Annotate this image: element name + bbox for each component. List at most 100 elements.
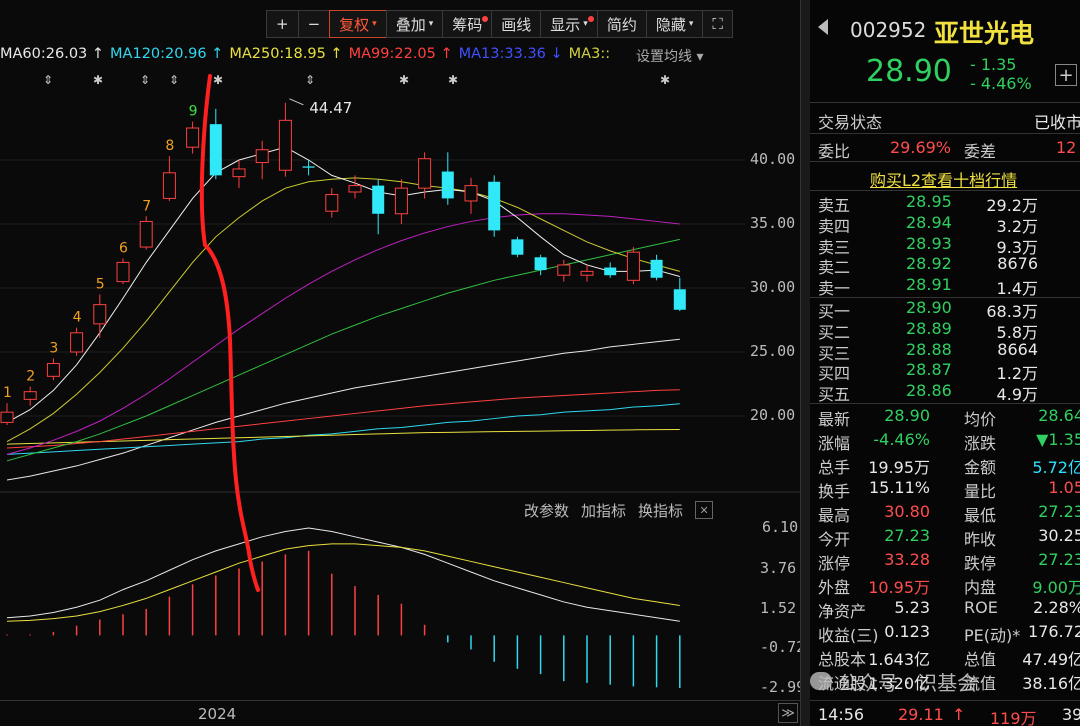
stat-l1: 总手: [818, 458, 851, 477]
add-watchlist-button[interactable]: +: [1055, 64, 1077, 86]
event-marker-icon: ✱: [660, 73, 670, 87]
wei-cha-label: 委差: [964, 142, 997, 161]
price-tick-label: 35.00: [750, 214, 796, 232]
bid-row[interactable]: 买三 28.88 8664: [810, 340, 1080, 363]
ask-row[interactable]: 卖五 28.95 29.2万: [810, 192, 1080, 215]
kline-chart-area[interactable]: + − 复权 ▾ 叠加 ▾ 筹码 画线 显示 ▾ 简约 隐藏 ▾ ⛶ MA60:26.03 ↑ MA120:…: [0, 0, 800, 726]
toolbar-button-5[interactable]: 画线: [491, 10, 542, 38]
candle-body: [139, 220, 153, 248]
ask-row[interactable]: 卖一 28.91 1.4万: [810, 275, 1080, 298]
book-label: 卖四: [818, 216, 851, 236]
wei-cha-value: 12: [1056, 138, 1077, 157]
candle-body: [418, 158, 432, 189]
candle-body: [255, 149, 269, 164]
stat-v2: 38.16亿: [1022, 674, 1080, 693]
ma-line: [6, 238, 680, 462]
book-label: 买五: [818, 385, 851, 405]
tick-row: 14:56 29.11 ↑ 119万 39: [810, 705, 1080, 726]
book-vol: 9.3万: [996, 237, 1038, 257]
panel-divider[interactable]: [800, 0, 810, 726]
notify-dot-icon: [587, 16, 594, 22]
candle-body: [302, 166, 315, 168]
add-indicator-button[interactable]: 加指标: [581, 502, 627, 520]
tick-extra: 39: [1062, 705, 1080, 724]
hand-drawn-annotation: [199, 74, 260, 592]
bid-row[interactable]: 买一 28.90 68.3万: [810, 298, 1080, 321]
close-indicator-icon[interactable]: ✕: [695, 501, 714, 519]
stat-row: 涨停 33.28 跌停 27.23: [810, 550, 1080, 573]
ma-line: [6, 177, 680, 443]
stat-v1: 19.95万: [868, 458, 930, 477]
stat-v1: 1.643亿: [868, 650, 930, 669]
candle-body: [488, 181, 501, 231]
candle-body: [604, 267, 617, 276]
switch-indicator-button[interactable]: 换指标: [638, 502, 684, 520]
book-label: 买二: [818, 322, 851, 342]
price-tick-label: 40.00: [750, 150, 796, 168]
toolbar-button-6[interactable]: 显示 ▾: [540, 10, 598, 38]
toolbar-button-label: 简约: [606, 15, 637, 34]
toolbar-button-0[interactable]: +: [266, 10, 299, 38]
stat-l2: PE(动)*: [964, 626, 1021, 645]
toolbar-button-4[interactable]: 筹码: [442, 10, 493, 38]
ask-row[interactable]: 卖三 28.93 9.3万: [810, 233, 1080, 257]
bid-row[interactable]: 买五 28.86 4.9万: [810, 381, 1080, 405]
candle-body: [441, 171, 454, 199]
toolbar-button-label: 隐藏: [655, 15, 686, 34]
book-price: 28.91: [906, 275, 952, 295]
book-price: 28.93: [906, 233, 952, 253]
bid-row[interactable]: 买二 28.89 5.8万: [810, 319, 1080, 342]
book-vol: 4.9万: [996, 385, 1038, 405]
book-vol: 1.2万: [996, 364, 1038, 384]
quote-panel: 002952 亚世光电 28.90 - 1.35 - 4.46% + 交易状态 …: [810, 0, 1080, 726]
prev-stock-icon[interactable]: [818, 19, 828, 35]
ask-row[interactable]: 卖四 28.94 3.2万: [810, 213, 1080, 236]
stat-row: 涨幅 -4.46% 涨跌 ▼1.35: [810, 430, 1080, 453]
sequence-count-label: 6: [119, 241, 128, 257]
book-vol: 29.2万: [986, 196, 1038, 215]
candle-body: [93, 304, 107, 325]
sequence-count-label: 9: [189, 104, 198, 120]
toolbar-button-label: ⛶: [712, 15, 723, 33]
toolbar-button-8[interactable]: 隐藏 ▾: [645, 10, 704, 38]
candle-body: [70, 332, 84, 353]
ma-line: [6, 428, 680, 445]
stat-l1: 换手: [818, 482, 851, 501]
trade-status-value: 已收市: [1034, 113, 1080, 132]
stat-v1: 33.28: [884, 550, 930, 569]
scroll-right-icon[interactable]: ≫: [778, 703, 798, 723]
candle-body: [278, 119, 292, 171]
wei-bi-label: 委比: [818, 142, 851, 161]
book-label: 卖五: [818, 196, 851, 215]
ma-legend-item: MA99:22.05 ↑: [348, 46, 453, 62]
toolbar-button-7[interactable]: 简约: [596, 10, 647, 38]
stat-l1: 涨幅: [818, 434, 851, 453]
book-label: 买三: [818, 343, 851, 363]
candle-body: [209, 124, 222, 176]
stat-v2: 2.28%: [1033, 598, 1080, 617]
candle-body: [46, 363, 60, 377]
event-marker-icon: ✱: [213, 73, 223, 87]
bid-row[interactable]: 买四 28.87 1.2万: [810, 360, 1080, 384]
tick-time: 14:56: [818, 705, 865, 724]
toolbar-button-1[interactable]: −: [297, 10, 331, 38]
l2-upgrade-link[interactable]: 购买L2查看十档行情: [870, 171, 1018, 190]
toolbar-button-2[interactable]: 复权 ▾: [329, 10, 387, 38]
ma-setting-button[interactable]: 设置均线 ▾: [636, 49, 704, 65]
book-vol: 5.8万: [996, 322, 1038, 342]
stat-row: 今开 27.23 昨收 30.25: [810, 526, 1080, 549]
ma-legend-item: MA120:20.96 ↑: [110, 46, 224, 62]
stat-v2: 1.05: [1048, 478, 1080, 497]
ma-line: [6, 213, 680, 455]
ma-legend-item: MA60:26.03 ↑: [0, 46, 105, 62]
candle-body: [511, 239, 524, 255]
tick-arrow: ↑: [952, 705, 966, 724]
toolbar-button-9[interactable]: ⛶: [702, 10, 733, 38]
ask-row[interactable]: 卖二 28.92 8676: [810, 254, 1080, 277]
book-price: 28.86: [906, 381, 952, 401]
sequence-count-label: 8: [165, 138, 174, 154]
modify-params-button[interactable]: 改参数: [524, 502, 570, 520]
high-marker-arrow: [289, 98, 304, 106]
stat-l1: 涨停: [818, 554, 851, 573]
